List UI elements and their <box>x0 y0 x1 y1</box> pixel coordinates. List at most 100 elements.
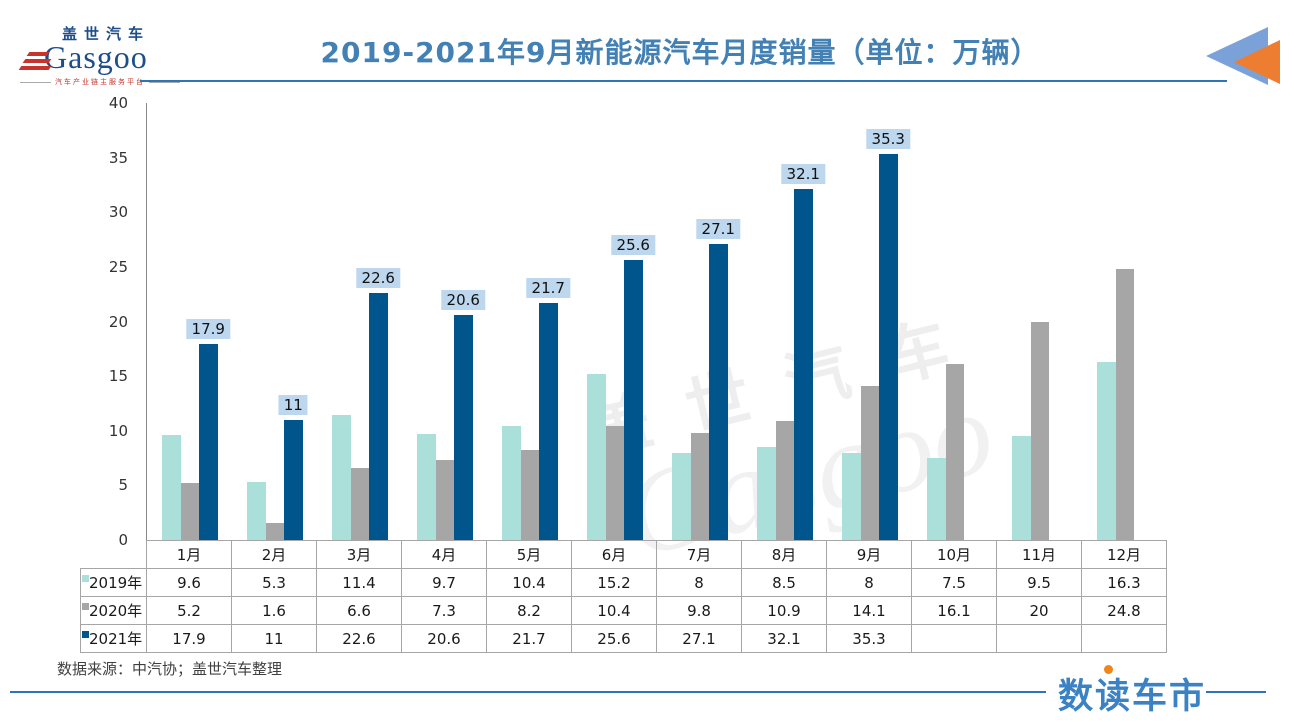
bar-2020年-1月 <box>180 483 199 540</box>
month-header-cell: 9月 <box>826 540 912 569</box>
bar-2019年-9月 <box>842 452 861 540</box>
y-axis-label: 30 <box>108 203 128 222</box>
value-cell: 5.3 <box>231 568 317 597</box>
y-axis-label: 10 <box>108 421 128 440</box>
value-cell: 10.9 <box>741 596 827 625</box>
value-cell: 9.6 <box>146 568 232 597</box>
month-header-cell: 5月 <box>486 540 572 569</box>
month-header-cell: 7月 <box>656 540 742 569</box>
bar-2019年-6月 <box>587 373 606 540</box>
bar-2021年-4月 <box>454 314 473 540</box>
tagline-text: 汽车产业链主服务平台 <box>55 78 145 86</box>
footer-line-left <box>10 691 1046 693</box>
y-axis: 0 5 10 15 20 25 30 35 40 <box>0 94 128 549</box>
value-cell: 9.8 <box>656 596 742 625</box>
legend-swatch-icon <box>82 603 89 610</box>
bar-2021年-2月 <box>284 419 303 540</box>
bar-2021年-7月 <box>709 243 728 540</box>
bar-2020年-11月 <box>1030 321 1049 540</box>
series-label-cell: 2020年 <box>80 596 147 625</box>
value-cell: 8 <box>826 568 912 597</box>
decor-triangle-orange-icon <box>1234 40 1280 84</box>
value-cell: 8 <box>656 568 742 597</box>
value-cell: 9.5 <box>996 568 1082 597</box>
value-cell: 11 <box>231 624 317 653</box>
value-cell <box>996 624 1082 653</box>
y-axis-label: 5 <box>118 476 128 495</box>
page-title: 2019-2021年9月新能源汽车月度销量（单位：万辆） <box>320 36 1040 69</box>
bar-2021年-5月 <box>539 302 558 540</box>
brand-logo-dot-icon <box>1104 665 1113 674</box>
bar-2020年-4月 <box>435 460 454 540</box>
bar-2019年-11月 <box>1012 436 1031 540</box>
value-cell: 7.3 <box>401 596 487 625</box>
bar-2021年-9月 <box>879 154 898 540</box>
bar-2019年-8月 <box>757 447 776 540</box>
bar-2021年-1月 <box>199 344 218 540</box>
plot-area: 盖世汽车 Gasgoo 17.91122.620.621.725.627.132… <box>146 103 1166 583</box>
value-cell: 8.5 <box>741 568 827 597</box>
bar-2019年-5月 <box>502 426 521 540</box>
title-underline <box>140 80 1227 82</box>
value-cell <box>1081 624 1167 653</box>
bar-2019年-2月 <box>247 482 266 540</box>
value-cell: 27.1 <box>656 624 742 653</box>
month-header-cell: 1月 <box>146 540 232 569</box>
value-cell: 9.7 <box>401 568 487 597</box>
bar-value-label: 21.7 <box>526 277 570 298</box>
value-cell: 14.1 <box>826 596 912 625</box>
table-row: 2019年 9.6 5.3 11.4 9.7 10.4 15.2 8 8.5 8 7.5 9.5 16.… <box>80 568 1167 597</box>
value-cell: 10.4 <box>571 596 657 625</box>
bar-value-label: 25.6 <box>611 235 655 256</box>
value-cell <box>911 624 997 653</box>
value-cell: 10.4 <box>486 568 572 597</box>
bar-2020年-3月 <box>350 467 369 540</box>
bar-value-label: 17.9 <box>186 319 230 340</box>
value-cell: 7.5 <box>911 568 997 597</box>
y-axis-label: 15 <box>108 367 128 386</box>
bar-value-label: 22.6 <box>356 268 400 289</box>
gasgoo-tagline: 汽车产业链主服务平台 <box>20 77 180 87</box>
bar-value-label: 32.1 <box>781 164 825 185</box>
bar-2019年-1月 <box>162 435 181 540</box>
y-axis-label: 25 <box>108 257 128 276</box>
month-header-cell: 3月 <box>316 540 402 569</box>
month-header-cell: 12月 <box>1081 540 1167 569</box>
series-label-cell: 2019年 <box>80 568 147 597</box>
legend-swatch-icon <box>82 631 89 638</box>
table-row: 2020年 5.2 1.6 6.6 7.3 8.2 10.4 9.8 10.9 14.1 16.1 2… <box>80 596 1167 625</box>
brand-logo-text: 数读车市 <box>1058 677 1207 717</box>
bar-2020年-2月 <box>265 522 284 540</box>
value-cell: 11.4 <box>316 568 402 597</box>
month-header-cell: 8月 <box>741 540 827 569</box>
data-table: 1月 2月 3月 4月 5月 6月 7月 8月 9月 10月 11月 12月 2019年 9.6 5.3 11… <box>80 540 1167 653</box>
month-header-cell: 2月 <box>231 540 317 569</box>
month-header-cell: 4月 <box>401 540 487 569</box>
bar-2021年-6月 <box>624 260 643 540</box>
bar-2020年-6月 <box>605 426 624 540</box>
value-cell: 5.2 <box>146 596 232 625</box>
value-cell: 21.7 <box>486 624 572 653</box>
y-axis-label: 0 <box>118 531 128 549</box>
bar-2020年-10月 <box>945 364 964 540</box>
value-cell: 15.2 <box>571 568 657 597</box>
bar-2020年-7月 <box>690 432 709 540</box>
month-header-cell: 11月 <box>996 540 1082 569</box>
gasgoo-logo-cn: 盖世汽车 <box>62 25 151 43</box>
gasgoo-stripes-icon <box>18 50 52 72</box>
gasgoo-logo: 盖世汽车 Gasgoo 汽车产业链主服务平台 <box>18 25 180 87</box>
gasgoo-logo-en: Gasgoo <box>44 39 148 75</box>
y-axis-label: 40 <box>108 94 128 112</box>
bar-value-label: 20.6 <box>441 289 485 310</box>
value-cell: 25.6 <box>571 624 657 653</box>
legend-swatch-icon <box>82 575 89 582</box>
y-axis-label: 35 <box>108 148 128 167</box>
bar-2019年-10月 <box>927 458 946 540</box>
bar-value-label: 11 <box>278 394 308 415</box>
value-cell: 22.6 <box>316 624 402 653</box>
bar-2020年-5月 <box>520 450 539 540</box>
tagline-dash-right <box>149 81 180 83</box>
tagline-dash-left <box>20 81 51 83</box>
y-axis-label: 20 <box>108 312 128 331</box>
